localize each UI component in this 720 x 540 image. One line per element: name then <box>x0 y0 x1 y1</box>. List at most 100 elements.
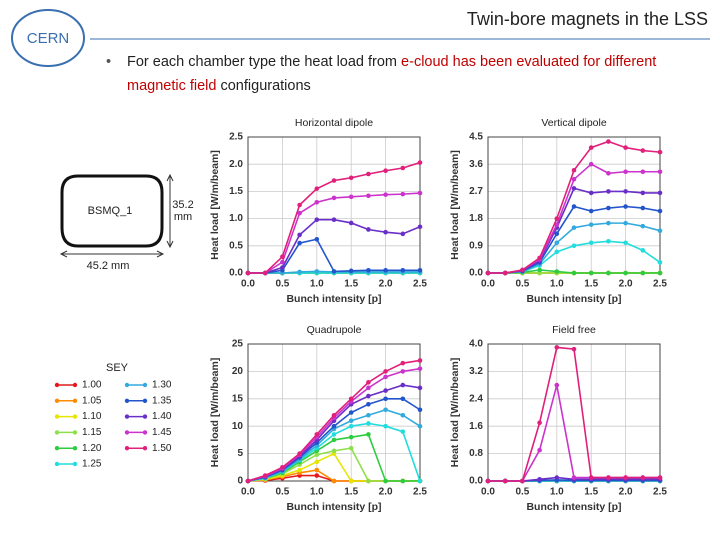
data-point <box>280 465 285 470</box>
data-point <box>400 382 406 388</box>
data-point <box>280 254 285 259</box>
data-point <box>400 396 406 402</box>
data-point <box>588 161 594 167</box>
data-point <box>554 249 560 255</box>
legend-label: 1.40 <box>152 411 172 422</box>
data-point <box>588 190 594 196</box>
x-tick-label: 2.0 <box>379 487 393 498</box>
data-point <box>262 473 268 478</box>
series-line <box>488 187 660 274</box>
data-point <box>623 220 628 226</box>
data-point <box>417 407 423 413</box>
bullet-part: For each chamber type the heat load from <box>127 54 402 70</box>
y-tick-label: 3.2 <box>469 366 483 377</box>
data-point <box>417 267 423 273</box>
data-point <box>348 478 354 484</box>
data-point <box>366 401 371 407</box>
data-point <box>554 222 560 227</box>
data-point <box>331 423 337 429</box>
y-tick-label: 4.0 <box>469 339 483 350</box>
data-point <box>314 473 320 478</box>
data-point <box>297 210 302 216</box>
x-tick-label: 2.5 <box>413 279 427 290</box>
legend-swatch-dot <box>142 414 148 419</box>
data-point <box>400 360 406 366</box>
y-tick-label: 5 <box>237 448 243 459</box>
height-unit: mm <box>174 211 192 223</box>
x-tick-label: 0.0 <box>481 279 495 290</box>
bullet-text: For each chamber type the heat load from… <box>127 50 687 98</box>
data-point <box>314 452 320 457</box>
data-point <box>606 205 611 211</box>
data-point <box>623 204 628 209</box>
chart-title: Field free <box>552 324 596 336</box>
data-point <box>623 475 628 480</box>
plot-frame <box>247 136 421 274</box>
data-point <box>383 168 388 174</box>
data-point <box>417 385 423 391</box>
y-axis-label: Heat load [W/m/beam] <box>209 150 221 260</box>
y-tick-label: 2.7 <box>469 186 483 197</box>
y-tick-label: 3.6 <box>469 159 483 170</box>
data-point <box>417 358 423 363</box>
data-point <box>640 205 646 211</box>
plot-frame <box>487 343 661 482</box>
data-point <box>280 265 285 270</box>
data-point <box>400 412 406 418</box>
data-point <box>485 478 491 484</box>
data-point <box>331 269 337 274</box>
data-point <box>366 267 371 273</box>
data-point <box>571 225 577 230</box>
data-point <box>348 418 354 424</box>
series-line <box>488 346 660 482</box>
legend-label: 1.35 <box>152 395 172 406</box>
data-point <box>366 380 371 385</box>
y-tick-label: 0.0 <box>229 268 243 279</box>
data-point <box>297 232 302 238</box>
x-tick-label: 1.5 <box>344 279 358 290</box>
data-point <box>366 412 371 418</box>
data-point <box>606 139 611 144</box>
legend-swatch-dot <box>72 414 78 419</box>
data-point <box>297 240 302 246</box>
data-point <box>400 165 406 171</box>
y-axis-label: Heat load [W/m/beam] <box>449 358 461 468</box>
x-tick-label: 1.5 <box>584 487 598 498</box>
data-point <box>314 217 320 222</box>
legend-label: 1.30 <box>152 380 172 391</box>
y-tick-label: 1.5 <box>229 186 243 197</box>
legend-label: 1.10 <box>82 411 102 422</box>
data-point <box>366 432 371 437</box>
chart: Horizontal dipole 0.0 0.5 1.0 1.5 2.0 2.5 0.0 0.… <box>209 117 428 305</box>
data-point <box>366 393 371 399</box>
data-point <box>331 217 337 222</box>
data-point <box>383 192 388 197</box>
chart-title: Horizontal dipole <box>295 117 373 129</box>
data-point <box>366 385 371 391</box>
data-point <box>383 388 388 393</box>
legend-swatch-dot <box>54 461 60 467</box>
bullet-part: e-cloud has been evaluated for different… <box>127 54 657 94</box>
data-point <box>331 448 337 454</box>
x-tick-label: 1.5 <box>344 487 358 498</box>
legend-swatch-dot <box>54 382 60 388</box>
data-point <box>383 478 388 484</box>
data-point <box>262 270 268 276</box>
data-point <box>657 208 663 214</box>
data-point <box>314 199 320 205</box>
legend-swatch-dot <box>72 461 78 467</box>
data-point <box>348 194 354 200</box>
data-point <box>537 420 542 426</box>
data-point <box>640 248 646 253</box>
data-point <box>417 423 423 429</box>
data-point <box>348 445 354 451</box>
data-point <box>348 268 354 274</box>
legend-swatch-dot <box>54 430 60 435</box>
data-point <box>640 270 646 276</box>
legend-label: 1.20 <box>82 443 102 454</box>
data-point <box>366 227 371 232</box>
y-tick-label: 1.8 <box>469 213 483 224</box>
data-point <box>417 366 423 371</box>
data-point <box>571 346 577 352</box>
